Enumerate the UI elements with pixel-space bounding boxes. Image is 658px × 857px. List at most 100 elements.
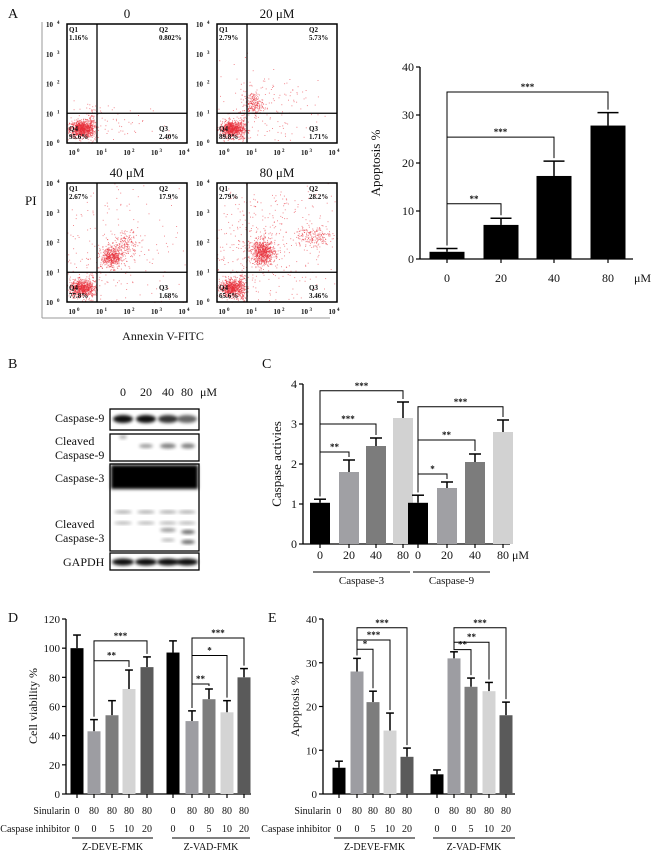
flow-event-dot <box>222 118 224 120</box>
flow-event-dot <box>241 101 243 103</box>
flow-event-dot <box>230 285 232 286</box>
flow-event-dot <box>108 265 110 267</box>
flow-event-dot <box>91 295 93 297</box>
flow-event-dot <box>148 249 150 251</box>
flow-event-dot <box>81 286 83 288</box>
flow-event-dot <box>78 286 80 288</box>
flow-event-dot <box>94 131 96 133</box>
flow-event-dot <box>257 241 259 243</box>
flow-event-dot <box>236 135 237 137</box>
flow-event-dot <box>233 276 235 278</box>
flow-event-dot <box>91 134 93 135</box>
flow-event-dot <box>233 123 234 125</box>
flow-event-dot <box>271 242 273 244</box>
flow-event-dot <box>78 281 80 283</box>
flow-event-dot <box>89 279 91 281</box>
flow-event-dot <box>239 131 241 132</box>
flow-event-dot <box>91 121 93 123</box>
flow-event-dot <box>243 113 245 115</box>
flow-event-dot <box>117 257 119 259</box>
flow-event-dot <box>114 260 116 262</box>
flow-event-dot <box>76 287 78 289</box>
flow-event-dot <box>240 293 242 295</box>
flow-event-dot <box>225 125 227 126</box>
flow-event-dot <box>259 252 261 254</box>
flow-event-dot <box>84 280 86 282</box>
flow-event-dot <box>85 297 87 299</box>
flow-event-dot <box>93 133 95 135</box>
flow-event-dot <box>122 247 124 249</box>
flow-event-dot <box>106 251 108 253</box>
flow-event-dot <box>71 282 72 284</box>
flow-event-dot <box>81 285 83 286</box>
flow-event-dot <box>141 246 143 248</box>
flow-event-dot <box>128 237 130 238</box>
flow-event-dot <box>80 133 81 135</box>
flow-event-dot <box>90 284 92 286</box>
flow-event-dot <box>133 249 135 251</box>
flow-event-dot <box>90 288 92 290</box>
flow-event-dot <box>268 243 270 245</box>
flow-event-dot <box>238 133 240 135</box>
flow-event-dot <box>105 250 107 252</box>
flow-event-dot <box>89 290 91 292</box>
flow-event-dot <box>89 133 90 135</box>
flow-event-dot <box>78 127 80 129</box>
flow-event-dot <box>77 137 79 139</box>
flow-event-dot <box>76 284 78 286</box>
flow-event-dot <box>228 138 230 140</box>
flow-event-dot <box>111 257 113 259</box>
flow-event-dot <box>120 246 122 248</box>
flow-event-dot <box>92 277 94 279</box>
flow-event-dot <box>230 126 232 128</box>
flow-event-dot <box>94 126 95 128</box>
flow-event-dot <box>296 101 298 103</box>
flow-event-dot <box>86 124 88 126</box>
flow-event-dot <box>274 253 276 255</box>
flow-event-dot <box>100 294 102 296</box>
flow-event-dot <box>252 100 254 102</box>
flow-event-dot <box>86 119 88 121</box>
flow-event-dot <box>224 134 226 136</box>
quadrant-name: Q3 <box>159 125 168 133</box>
flow-event-dot <box>89 117 91 118</box>
flow-event-dot <box>80 135 82 136</box>
flow-event-dot <box>227 286 229 287</box>
flow-event-dot <box>74 123 76 125</box>
x-tick-exponent: 3 <box>160 149 163 154</box>
flow-event-dot <box>93 289 95 291</box>
flow-event-dot <box>278 97 280 99</box>
quadrant-name: Q2 <box>309 26 318 34</box>
flow-event-dot <box>217 127 219 129</box>
flow-event-dot <box>258 245 260 246</box>
flow-event-dot <box>232 293 234 295</box>
x-tick-label: 10 <box>151 149 159 157</box>
flow-event-dot <box>104 262 105 264</box>
flow-event-dot <box>225 137 227 139</box>
flow-event-dot <box>232 294 234 296</box>
flow-event-dot <box>84 127 86 129</box>
flow-event-dot <box>306 105 308 107</box>
flow-event-dot <box>220 127 222 129</box>
flow-event-dot <box>229 287 231 289</box>
flow-event-dot <box>260 235 262 237</box>
flow-event-dot <box>110 247 112 248</box>
flow-event-dot <box>235 129 237 131</box>
flow-event-dot <box>119 248 121 250</box>
flow-event-dot <box>83 118 85 120</box>
flow-event-dot <box>224 279 226 281</box>
flow-event-dot <box>240 130 242 131</box>
flow-event-dot <box>111 265 113 267</box>
flow-event-dot <box>230 135 232 137</box>
flow-event-dot <box>72 285 74 287</box>
flow-event-dot <box>250 93 252 95</box>
flow-event-dot <box>227 128 228 130</box>
flow-event-dot <box>81 282 83 284</box>
flow-event-dot <box>255 116 257 118</box>
flow-event-dot <box>256 111 258 113</box>
flow-event-dot <box>75 282 77 284</box>
quadrant-name: Q2 <box>159 185 168 193</box>
flow-event-dot <box>130 229 132 231</box>
flow-event-dot <box>81 123 83 124</box>
flow-event-dot <box>79 284 81 286</box>
